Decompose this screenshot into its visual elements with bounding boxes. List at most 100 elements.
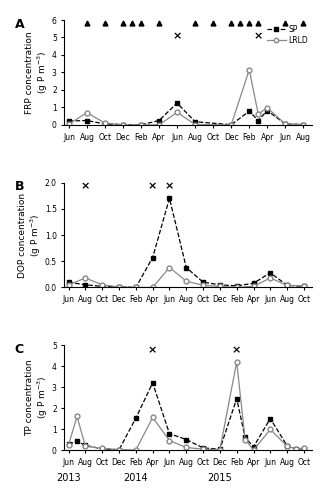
LRLD	[117, 446, 121, 452]
LRLD	[251, 447, 255, 453]
SP	[83, 442, 87, 448]
LRLD	[100, 446, 104, 452]
SP	[117, 284, 121, 290]
SP	[268, 270, 272, 276]
Text: ×: ×	[148, 346, 157, 356]
LRLD	[167, 264, 171, 270]
SP	[67, 441, 71, 447]
Text: ×: ×	[148, 181, 157, 191]
SP	[75, 438, 79, 444]
Line: SP: SP	[66, 100, 306, 128]
Text: 2013: 2013	[56, 474, 81, 484]
Y-axis label: TP concentration
(g P m$^{-3}$): TP concentration (g P m$^{-3}$)	[25, 359, 51, 436]
LRLD	[139, 122, 143, 128]
SP	[117, 447, 121, 453]
Y-axis label: DOP concentration
(g P m$^{-3}$): DOP concentration (g P m$^{-3}$)	[18, 192, 43, 278]
SP	[235, 396, 239, 402]
LRLD	[285, 282, 289, 288]
SP	[83, 282, 87, 288]
LRLD	[218, 284, 222, 290]
Text: ×: ×	[172, 30, 182, 40]
LRLD	[184, 278, 188, 284]
LRLD	[157, 122, 161, 128]
SP	[121, 122, 125, 128]
LRLD	[167, 438, 171, 444]
LRLD	[134, 447, 138, 453]
LRLD	[67, 282, 71, 288]
Line: LRLD: LRLD	[66, 68, 306, 128]
LRLD	[151, 414, 155, 420]
LRLD	[247, 67, 251, 73]
SP	[100, 446, 104, 452]
LRLD	[229, 122, 233, 128]
SP	[151, 254, 155, 260]
LRLD	[201, 446, 205, 452]
SP	[251, 280, 255, 286]
LRLD	[283, 121, 287, 127]
Line: LRLD: LRLD	[66, 360, 306, 452]
LRLD	[85, 110, 89, 116]
LRLD	[268, 426, 272, 432]
LRLD	[75, 414, 79, 420]
LRLD	[184, 444, 188, 450]
SP	[251, 444, 255, 450]
LRLD	[193, 122, 197, 128]
Text: C: C	[15, 343, 24, 356]
SP	[85, 118, 89, 124]
LRLD	[301, 122, 305, 128]
LRLD	[175, 110, 179, 116]
SP	[157, 118, 161, 124]
LRLD	[265, 104, 269, 110]
LRLD	[117, 284, 121, 290]
SP	[184, 264, 188, 270]
SP	[256, 118, 260, 124]
SP	[167, 430, 171, 436]
SP	[134, 415, 138, 421]
Line: SP: SP	[66, 196, 306, 290]
LRLD	[251, 284, 255, 290]
LRLD	[121, 122, 125, 128]
Text: B: B	[15, 180, 24, 194]
SP	[285, 443, 289, 449]
SP	[167, 196, 171, 202]
LRLD	[218, 446, 222, 452]
LRLD	[83, 443, 87, 449]
Text: ×: ×	[232, 346, 242, 356]
Text: 2015: 2015	[207, 474, 232, 484]
SP	[67, 118, 71, 124]
LRLD	[302, 446, 306, 452]
LRLD	[67, 121, 71, 127]
SP	[247, 108, 251, 114]
Text: 2014: 2014	[124, 474, 148, 484]
Y-axis label: FRP concentration
(g P m$^{-3}$): FRP concentration (g P m$^{-3}$)	[25, 31, 51, 114]
SP	[301, 122, 305, 128]
SP	[103, 121, 107, 127]
SP	[235, 283, 239, 289]
LRLD	[103, 120, 107, 126]
SP	[302, 446, 306, 452]
LRLD	[285, 443, 289, 449]
SP	[151, 380, 155, 386]
LRLD	[302, 283, 306, 289]
SP	[243, 434, 247, 440]
SP	[100, 284, 104, 290]
LRLD	[134, 284, 138, 290]
LRLD	[100, 282, 104, 288]
SP	[139, 122, 143, 128]
SP	[229, 122, 233, 128]
Line: LRLD: LRLD	[66, 265, 306, 290]
LRLD	[83, 275, 87, 281]
Line: SP: SP	[66, 380, 306, 452]
LRLD	[235, 359, 239, 365]
SP	[265, 108, 269, 114]
SP	[218, 282, 222, 288]
Text: ×: ×	[253, 30, 263, 40]
Text: ×: ×	[81, 181, 90, 191]
LRLD	[294, 446, 298, 452]
SP	[268, 416, 272, 422]
LRLD	[256, 111, 260, 117]
SP	[134, 284, 138, 290]
SP	[285, 282, 289, 288]
Text: A: A	[15, 18, 24, 31]
Text: ×: ×	[165, 181, 174, 191]
